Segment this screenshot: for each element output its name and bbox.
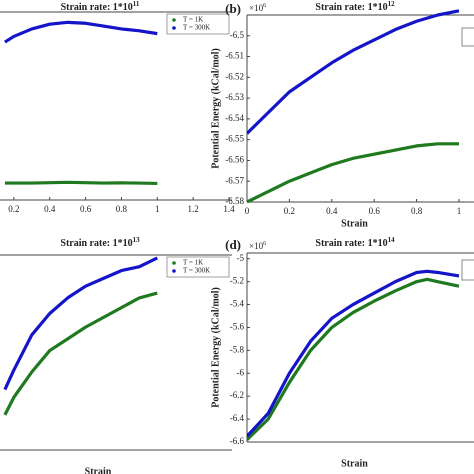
legend-label: T = 1K bbox=[183, 259, 203, 267]
line-series bbox=[3, 256, 158, 391]
y-tick-label: -5.4 bbox=[230, 299, 245, 309]
y-multiplier: ×106 bbox=[249, 241, 266, 251]
panel: Strain rate: 1*1012 (b) ×106 Strain Potentia… bbox=[210, 0, 474, 229]
title-exponent: 13 bbox=[133, 236, 141, 244]
legend-label: T = 1K bbox=[183, 16, 203, 24]
legend-marker bbox=[172, 269, 176, 273]
multiplier-exponent: 6 bbox=[263, 3, 266, 9]
y-tick-label: -6.54 bbox=[225, 113, 244, 123]
y-multiplier: ×106 bbox=[249, 3, 266, 13]
line-series bbox=[4, 20, 158, 44]
x-axis-label: Strain bbox=[341, 458, 368, 469]
title-exponent: 14 bbox=[388, 236, 396, 244]
y-tick-label: -6 bbox=[237, 367, 245, 377]
legend-marker bbox=[172, 26, 176, 30]
y-axis-label: Potential Energy (kCal/mol) bbox=[210, 48, 221, 169]
x-tick-label: 1 bbox=[155, 204, 160, 214]
title-text: Strain rate: 1*10 bbox=[315, 2, 387, 13]
legend-box-cropped bbox=[461, 259, 474, 281]
legend-marker bbox=[172, 261, 176, 265]
chart-title: Strain rate: 1*1013 bbox=[60, 236, 140, 250]
x-tick-label: 0.6 bbox=[369, 206, 381, 216]
y-axis-label: Potential Energy (kCal/mol) bbox=[210, 287, 221, 408]
line-series bbox=[247, 9, 460, 135]
x-tick-label: 1 bbox=[457, 206, 462, 216]
y-tick-label: -5.6 bbox=[230, 322, 245, 332]
title-exponent: 11 bbox=[133, 0, 140, 8]
legend-label: T = 300K bbox=[183, 24, 210, 32]
y-tick-label: -6.53 bbox=[225, 92, 244, 102]
legend bbox=[166, 13, 230, 35]
title-text: Strain rate: 1*10 bbox=[315, 238, 387, 249]
x-tick-label: 1.2 bbox=[188, 204, 199, 214]
y-tick-label: -6.51 bbox=[225, 51, 244, 61]
panel-label: (d) bbox=[225, 237, 241, 252]
line-series bbox=[247, 269, 460, 438]
y-tick-label: -6.56 bbox=[225, 155, 244, 165]
y-tick-label: -6.58 bbox=[225, 196, 244, 206]
multiplier-exponent: 6 bbox=[263, 241, 266, 247]
line-series bbox=[247, 142, 459, 204]
x-tick-label: 0 bbox=[245, 206, 250, 216]
line-series bbox=[3, 291, 158, 416]
chart-title: Strain rate: 1*1014 bbox=[315, 236, 395, 250]
panel: Strain rate: 1*1011 0.2 0.4 0.6 0.8 1 1.2 1.4 T … bbox=[0, 0, 235, 214]
legend-marker bbox=[172, 18, 176, 22]
x-tick-label: 1.4 bbox=[223, 204, 235, 214]
y-tick-label: -6.6 bbox=[230, 436, 245, 446]
x-tick-label: 0.2 bbox=[8, 204, 19, 214]
y-tick-label: -6.52 bbox=[225, 71, 244, 81]
legend-box-cropped bbox=[461, 27, 474, 47]
x-axis-label: Strain bbox=[85, 466, 112, 474]
legend bbox=[166, 256, 230, 278]
title-text: Strain rate: 1*10 bbox=[61, 2, 133, 13]
y-tick-label: -5.2 bbox=[230, 276, 244, 286]
y-tick-label: -6.4 bbox=[230, 413, 245, 423]
x-axis-label: Strain bbox=[341, 218, 368, 229]
x-tick-label: 0.4 bbox=[44, 204, 56, 214]
y-tick-label: -6.2 bbox=[230, 390, 244, 400]
line-series bbox=[4, 180, 158, 186]
multiplier: ×10 bbox=[249, 3, 264, 13]
title-exponent: 12 bbox=[388, 0, 396, 8]
legend-label: T = 300K bbox=[183, 267, 210, 275]
x-tick-label: 0.6 bbox=[80, 204, 92, 214]
y-tick-label: -5 bbox=[237, 253, 245, 263]
y-tick-label: -6.5 bbox=[230, 30, 245, 40]
chart-title: Strain rate: 1*1011 bbox=[61, 0, 140, 13]
y-tick-label: -6.57 bbox=[225, 175, 244, 185]
x-tick-label: 0.2 bbox=[284, 206, 295, 216]
multiplier: ×10 bbox=[249, 241, 264, 251]
panel: Strain rate: 1*1013 Strain T = 1KT = 300K bbox=[0, 236, 232, 474]
x-tick-label: 0.8 bbox=[411, 206, 423, 216]
x-tick-label: 0.4 bbox=[326, 206, 338, 216]
x-tick-label: 0.8 bbox=[116, 204, 128, 214]
panel-label: (b) bbox=[225, 1, 241, 16]
y-tick-label: -6.55 bbox=[225, 134, 244, 144]
title-text: Strain rate: 1*10 bbox=[60, 238, 132, 249]
panel: Strain rate: 1*1014 (d) ×106 Strain Potentia… bbox=[210, 236, 474, 469]
chart-title: Strain rate: 1*1012 bbox=[315, 0, 395, 13]
y-tick-label: -5.8 bbox=[230, 344, 245, 354]
line-series bbox=[247, 277, 460, 441]
